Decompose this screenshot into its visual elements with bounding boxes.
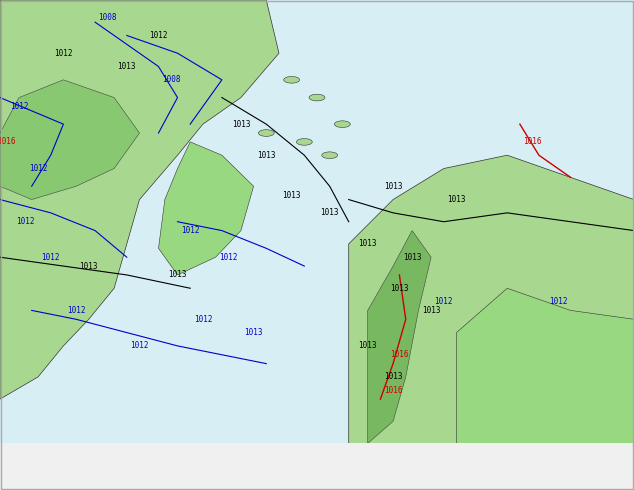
Text: Surface pressure [hPa] ECMWF: Surface pressure [hPa] ECMWF: [6, 453, 206, 466]
Text: 1013: 1013: [257, 151, 276, 160]
Text: 1016: 1016: [523, 137, 542, 147]
Polygon shape: [368, 231, 431, 443]
Ellipse shape: [283, 76, 299, 83]
Text: 1013: 1013: [447, 195, 466, 204]
Text: 1013: 1013: [117, 62, 136, 71]
Ellipse shape: [296, 139, 312, 145]
Text: 1013: 1013: [403, 253, 422, 262]
Text: 1013: 1013: [384, 372, 403, 381]
Text: 1013: 1013: [231, 120, 250, 129]
Text: 1013: 1013: [358, 342, 377, 350]
Ellipse shape: [309, 94, 325, 101]
Ellipse shape: [321, 152, 337, 159]
Ellipse shape: [335, 121, 351, 127]
Polygon shape: [0, 0, 279, 399]
Polygon shape: [0, 80, 139, 199]
Text: 1013: 1013: [168, 270, 187, 279]
Text: 1012: 1012: [434, 297, 453, 306]
Text: 1016: 1016: [0, 137, 16, 147]
Text: 1012: 1012: [54, 49, 73, 58]
Text: 1016: 1016: [390, 350, 409, 359]
Polygon shape: [158, 142, 254, 275]
Text: 1008: 1008: [162, 75, 181, 84]
Text: 1012: 1012: [41, 253, 60, 262]
Text: ©weatheronline.co.uk: ©weatheronline.co.uk: [510, 475, 628, 485]
Text: 1013: 1013: [358, 240, 377, 248]
Text: 1012: 1012: [10, 102, 29, 111]
Text: Su 26-05-2024 18:00 UTC (18+00): Su 26-05-2024 18:00 UTC (18+00): [407, 453, 628, 466]
Text: 1012: 1012: [16, 217, 35, 226]
Text: 1012: 1012: [149, 31, 168, 40]
Text: 1012: 1012: [29, 164, 48, 173]
Text: 1012: 1012: [181, 226, 200, 235]
Text: 1013: 1013: [282, 191, 301, 199]
Ellipse shape: [258, 130, 274, 136]
Text: 1013: 1013: [244, 328, 263, 337]
Polygon shape: [456, 288, 634, 443]
Text: 1013: 1013: [422, 306, 441, 315]
Text: 1013: 1013: [390, 284, 409, 293]
Text: 1013: 1013: [79, 262, 98, 270]
Text: 1012: 1012: [219, 253, 238, 262]
Text: 1012: 1012: [548, 297, 567, 306]
Text: 1008: 1008: [98, 13, 117, 22]
Text: 1012: 1012: [67, 306, 86, 315]
Text: 1012: 1012: [193, 315, 212, 324]
Polygon shape: [349, 155, 634, 443]
Text: 1013: 1013: [384, 182, 403, 191]
Text: 1016: 1016: [384, 386, 403, 395]
Text: 1013: 1013: [320, 208, 339, 218]
Text: 1012: 1012: [130, 342, 149, 350]
